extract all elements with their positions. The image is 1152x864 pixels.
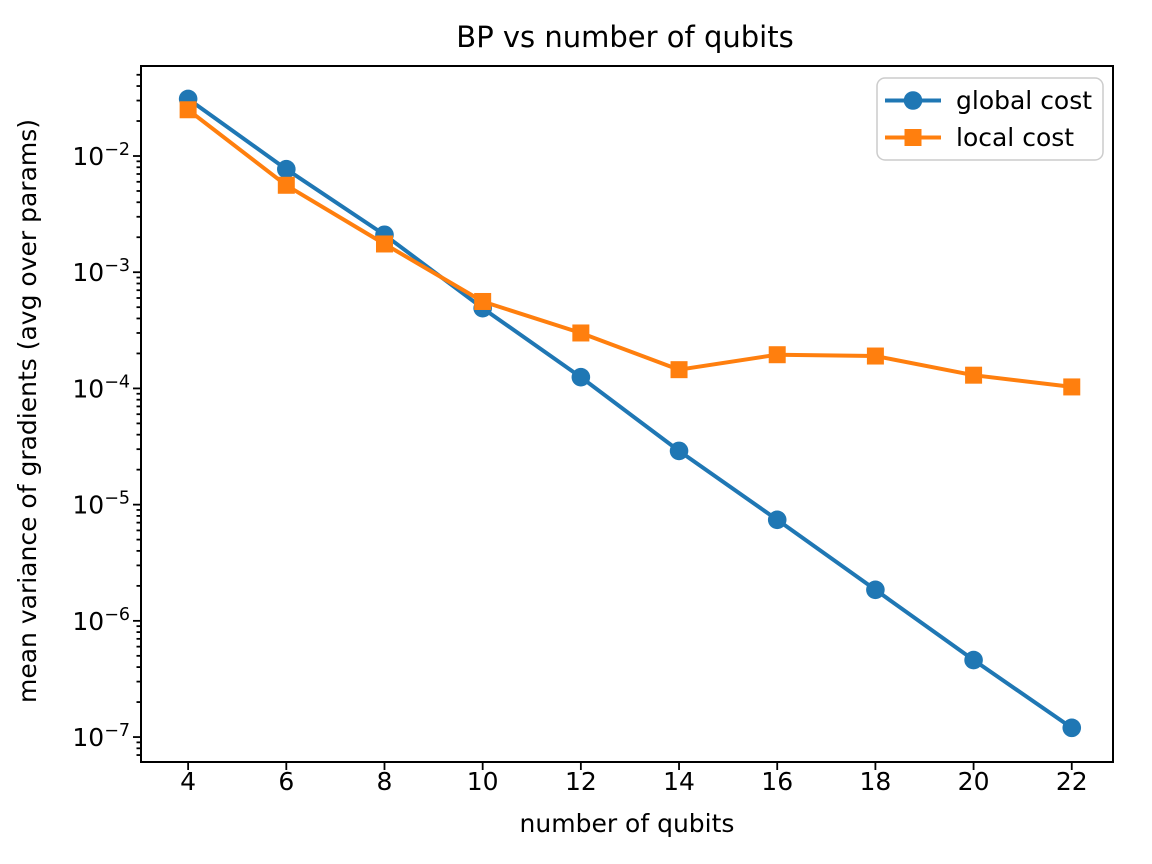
x-tick-label: 16 bbox=[761, 767, 793, 796]
x-tick-label: 22 bbox=[1056, 767, 1088, 796]
legend-label: global cost bbox=[956, 86, 1092, 115]
x-tick-label: 14 bbox=[663, 767, 695, 796]
legend-entry-local-cost: local cost bbox=[885, 123, 1074, 152]
legend-square-marker-icon bbox=[904, 129, 922, 146]
data-point-marker bbox=[965, 366, 983, 384]
data-point-marker bbox=[670, 361, 688, 379]
data-point-marker bbox=[866, 580, 885, 600]
legend: global cost local cost bbox=[876, 77, 1104, 161]
data-point-marker bbox=[474, 292, 492, 310]
data-point-marker bbox=[179, 101, 197, 119]
data-point-marker bbox=[669, 441, 689, 461]
series-line-global-cost bbox=[186, 97, 1073, 730]
y-tick-label: 10−2 bbox=[72, 140, 130, 171]
data-point-marker bbox=[571, 367, 591, 387]
data-point-marker bbox=[964, 650, 983, 670]
legend-label: local cost bbox=[956, 123, 1074, 152]
x-tick-label: 12 bbox=[565, 767, 597, 796]
x-axis-label: number of qubits bbox=[520, 809, 735, 838]
legend-circle-marker-icon bbox=[903, 91, 923, 110]
chart-title: BP vs number of qubits bbox=[456, 20, 793, 54]
data-point-marker bbox=[1063, 378, 1081, 396]
data-point-marker bbox=[375, 235, 393, 253]
legend-entry-global-cost: global cost bbox=[885, 86, 1092, 115]
chart-generated-content: 10−2 10−3 10−4 10−5 10−6 10−7 4 6 8 10 12 14 16 18 20 2… bbox=[72, 65, 1114, 796]
y-tick-label: 10−3 bbox=[72, 256, 130, 287]
x-tick-label: 10 bbox=[467, 767, 499, 796]
x-tick-label: 4 bbox=[180, 767, 196, 796]
x-tick-label: 20 bbox=[958, 767, 990, 796]
data-point-marker bbox=[277, 159, 296, 179]
x-tick-label: 18 bbox=[859, 767, 891, 796]
x-tick-label: 6 bbox=[278, 767, 294, 796]
y-tick-label: 10−4 bbox=[72, 372, 130, 403]
x-tick-label: 8 bbox=[377, 767, 393, 796]
data-point-marker bbox=[1062, 718, 1082, 738]
series-line-local-cost bbox=[186, 108, 1073, 389]
data-point-marker bbox=[767, 510, 787, 530]
data-point-marker bbox=[768, 346, 786, 364]
y-tick-label: 10−6 bbox=[72, 605, 130, 636]
data-point-marker bbox=[866, 347, 884, 365]
y-axis-label: mean variance of gradients (avg over par… bbox=[13, 119, 42, 703]
data-point-marker bbox=[277, 176, 295, 194]
data-point-marker bbox=[572, 324, 590, 342]
y-tick-label: 10−5 bbox=[72, 489, 130, 520]
y-tick-label: 10−7 bbox=[72, 721, 130, 752]
